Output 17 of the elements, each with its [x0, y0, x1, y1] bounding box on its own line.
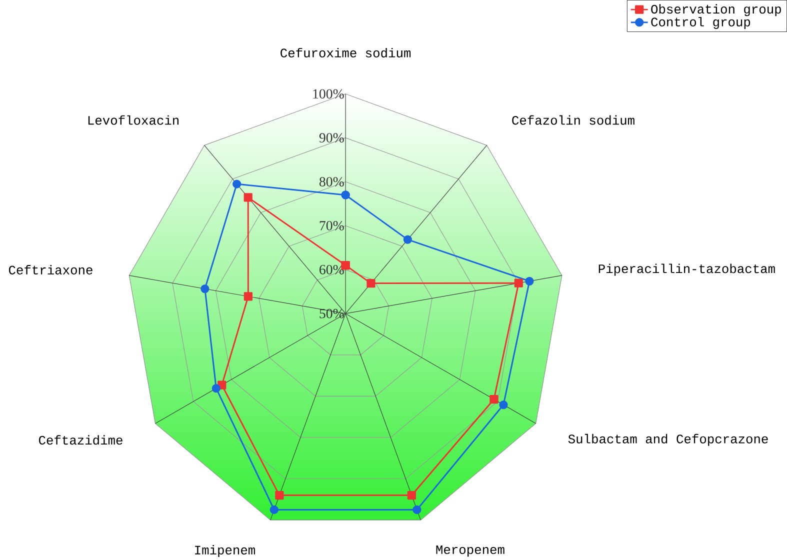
- spoke-label: Ceftazidime: [38, 435, 122, 445]
- spoke-label: Ceftriaxone: [8, 264, 92, 274]
- spoke-label: Cefazolin sodium: [512, 115, 634, 125]
- spoke-label: Sulbactam and Cefopcrazone: [568, 434, 768, 446]
- legend-label: Control group: [651, 16, 750, 29]
- legend-label: Observation group: [651, 4, 781, 16]
- y-tick-label: 60%: [320, 264, 344, 274]
- y-tick-label: 70%: [320, 220, 344, 230]
- spoke-label: Levofloxacin: [88, 115, 179, 125]
- y-tick-label: 90%: [319, 132, 344, 142]
- spoke-label: Meropenem: [436, 545, 504, 556]
- spoke-label: Cefuroxime sodium: [280, 48, 411, 58]
- y-tick-label: 50%: [320, 308, 344, 318]
- spoke-label: Piperacillin-tazobactam: [598, 264, 775, 276]
- y-tick-label: 80%: [319, 176, 344, 186]
- y-tick-label: 100%: [313, 89, 344, 98]
- spoke-label: Imipenem: [195, 544, 255, 557]
